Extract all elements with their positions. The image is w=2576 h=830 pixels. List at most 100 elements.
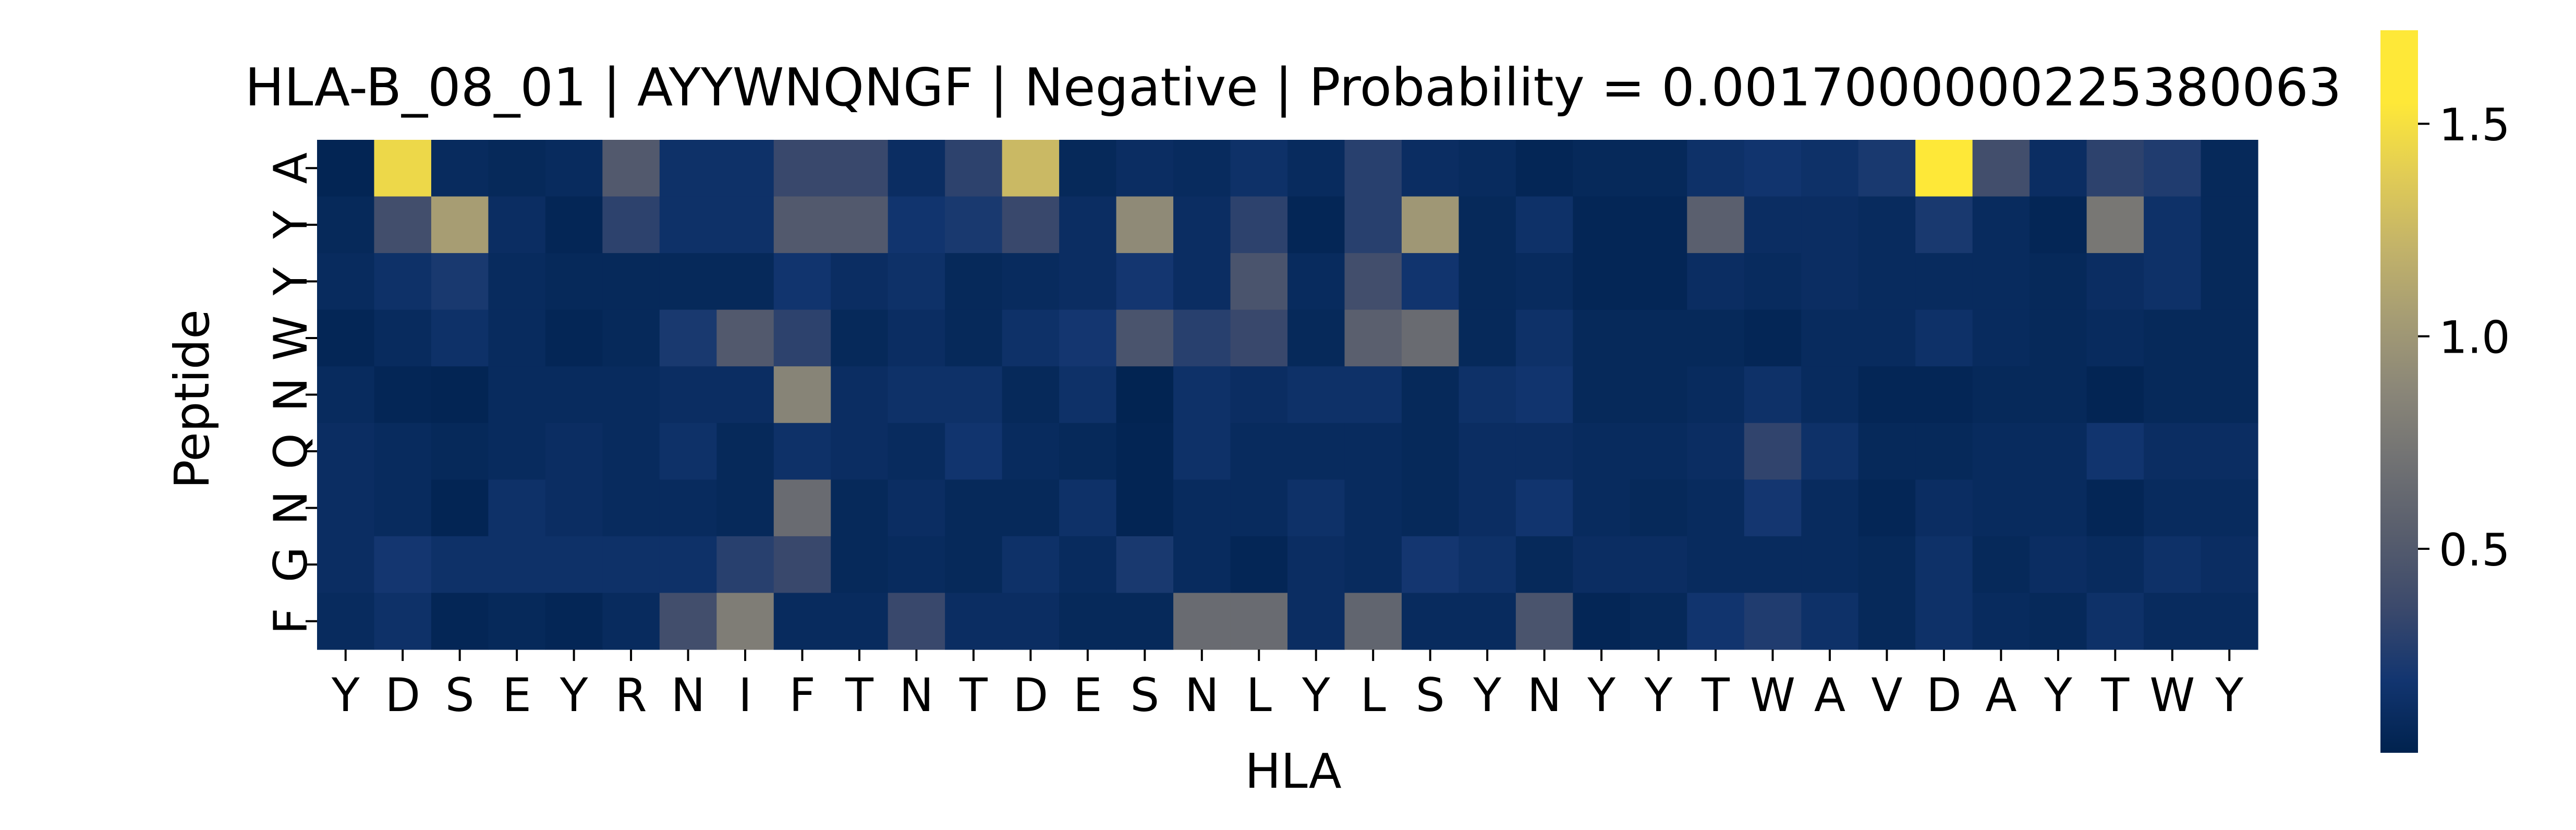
heatmap-cell bbox=[1630, 423, 1687, 480]
x-tick-label: I bbox=[738, 668, 752, 722]
x-tick-label: S bbox=[445, 668, 475, 722]
x-axis-label: HLA bbox=[1245, 743, 1342, 799]
heatmap-cell bbox=[431, 536, 489, 594]
heatmap-cell bbox=[888, 253, 945, 310]
heatmap-cell bbox=[1173, 479, 1231, 537]
heatmap-cell bbox=[1287, 366, 1345, 424]
heatmap-cell bbox=[1230, 309, 1288, 367]
heatmap-cell bbox=[1687, 253, 1745, 310]
heatmap-cell bbox=[1515, 253, 1573, 310]
heatmap-cell bbox=[431, 593, 489, 650]
heatmap-cell bbox=[716, 309, 774, 367]
heatmap-cell bbox=[659, 253, 717, 310]
heatmap-cell bbox=[716, 479, 774, 537]
x-tick-label: E bbox=[1073, 668, 1102, 722]
heatmap-cell bbox=[545, 309, 603, 367]
heatmap-cell bbox=[602, 366, 660, 424]
heatmap-cell bbox=[1059, 196, 1117, 254]
heatmap-cell bbox=[831, 253, 889, 310]
heatmap-cell bbox=[374, 536, 432, 594]
x-tick-label: N bbox=[671, 668, 706, 722]
heatmap-cell bbox=[1230, 423, 1288, 480]
heatmap-cell bbox=[1173, 196, 1231, 254]
y-tick-label: Y bbox=[264, 267, 318, 296]
heatmap-cell bbox=[2144, 309, 2202, 367]
heatmap-cell bbox=[1002, 479, 1060, 537]
heatmap-cell bbox=[1401, 253, 1460, 310]
x-tick-label: W bbox=[1750, 668, 1795, 722]
heatmap-cell bbox=[431, 196, 489, 254]
x-tick-label: A bbox=[1814, 668, 1845, 722]
heatmap-cell bbox=[1630, 366, 1687, 424]
heatmap-cell bbox=[2086, 366, 2144, 424]
heatmap-cell bbox=[602, 479, 660, 537]
heatmap-cell bbox=[888, 479, 945, 537]
heatmap-cell bbox=[773, 536, 831, 594]
colorbar bbox=[2380, 30, 2418, 753]
heatmap-cell bbox=[888, 536, 945, 594]
heatmap-cell bbox=[1744, 366, 1802, 424]
heatmap-cell bbox=[716, 140, 774, 197]
y-tick-label: N bbox=[264, 378, 318, 412]
x-tick-label: W bbox=[2149, 668, 2195, 722]
x-tick-label: L bbox=[1246, 668, 1272, 722]
heatmap-cell bbox=[831, 366, 889, 424]
x-tick-label: Y bbox=[560, 668, 588, 722]
heatmap-cell bbox=[1515, 536, 1573, 594]
heatmap-cell bbox=[1744, 140, 1802, 197]
heatmap-cell bbox=[1173, 536, 1231, 594]
heatmap-cell bbox=[1858, 309, 1916, 367]
heatmap-cell bbox=[888, 593, 945, 650]
heatmap-cell bbox=[1915, 196, 1973, 254]
heatmap-cell bbox=[1915, 536, 1973, 594]
heatmap-cell bbox=[374, 309, 432, 367]
heatmap-cell bbox=[1059, 423, 1117, 480]
heatmap-cell bbox=[602, 140, 660, 197]
heatmap-cell bbox=[317, 536, 375, 594]
heatmap-cell bbox=[1173, 309, 1231, 367]
heatmap-cell bbox=[431, 140, 489, 197]
heatmap-cell bbox=[773, 196, 831, 254]
y-tick-label: A bbox=[264, 152, 318, 184]
heatmap-cell bbox=[1972, 479, 2030, 537]
heatmap-cell bbox=[1515, 479, 1573, 537]
heatmap-cell bbox=[831, 309, 889, 367]
heatmap-cell bbox=[2144, 536, 2202, 594]
heatmap-cell bbox=[2030, 196, 2087, 254]
heatmap-cell bbox=[1002, 253, 1060, 310]
y-tick-label: W bbox=[264, 315, 318, 360]
heatmap-cell bbox=[1459, 536, 1516, 594]
heatmap-cell bbox=[1401, 423, 1460, 480]
heatmap-cell bbox=[1858, 196, 1916, 254]
heatmap-cell bbox=[1287, 140, 1345, 197]
heatmap-cell bbox=[1515, 593, 1573, 650]
heatmap-cell bbox=[602, 309, 660, 367]
heatmap-cell bbox=[374, 593, 432, 650]
heatmap-cell bbox=[1116, 366, 1174, 424]
heatmap-cell bbox=[1401, 536, 1460, 594]
heatmap-cell bbox=[545, 366, 603, 424]
heatmap-cell bbox=[488, 536, 546, 594]
heatmap-cell bbox=[831, 593, 889, 650]
heatmap-cell bbox=[773, 593, 831, 650]
heatmap-cell bbox=[545, 423, 603, 480]
heatmap-cell bbox=[2030, 253, 2087, 310]
heatmap-cell bbox=[431, 366, 489, 424]
heatmap-cell bbox=[602, 536, 660, 594]
heatmap-cell bbox=[1230, 593, 1288, 650]
heatmap-cell bbox=[716, 366, 774, 424]
heatmap-cell bbox=[1744, 479, 1802, 537]
heatmap-cell bbox=[488, 196, 546, 254]
heatmap-cell bbox=[1630, 253, 1687, 310]
heatmap-cell bbox=[831, 140, 889, 197]
heatmap-cell bbox=[945, 536, 1003, 594]
heatmap-cell bbox=[1801, 593, 1859, 650]
heatmap-cell bbox=[2030, 536, 2087, 594]
x-tick-label: F bbox=[789, 668, 816, 722]
heatmap-cell bbox=[1002, 309, 1060, 367]
heatmap-cell bbox=[1515, 309, 1573, 367]
heatmap-cell bbox=[1858, 423, 1916, 480]
heatmap-cell bbox=[1801, 196, 1859, 254]
heatmap-cell bbox=[1573, 536, 1631, 594]
heatmap-cell bbox=[1230, 479, 1288, 537]
